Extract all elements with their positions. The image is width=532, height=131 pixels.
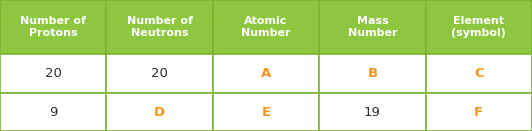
Text: Number of
Neutrons: Number of Neutrons [127, 16, 193, 38]
Text: Element
(symbol): Element (symbol) [451, 16, 506, 38]
Bar [213, 93, 319, 131]
Bar [319, 93, 426, 131]
Text: 20: 20 [45, 67, 62, 80]
Bar [319, 54, 426, 93]
Text: F: F [474, 105, 484, 119]
Bar [106, 93, 213, 131]
Text: A: A [261, 67, 271, 80]
Text: Atomic
Number: Atomic Number [241, 16, 291, 38]
Bar [426, 93, 532, 131]
Bar [213, 54, 319, 93]
Text: 20: 20 [151, 67, 168, 80]
Bar [106, 0, 213, 54]
Text: 19: 19 [364, 105, 381, 119]
Text: D: D [154, 105, 165, 119]
Bar [319, 0, 426, 54]
Bar [0, 54, 106, 93]
Text: 9: 9 [49, 105, 57, 119]
Text: Mass
Number: Mass Number [347, 16, 397, 38]
Bar [213, 0, 319, 54]
Bar [426, 0, 532, 54]
Bar [0, 93, 106, 131]
Bar [106, 54, 213, 93]
Bar [426, 54, 532, 93]
Text: E: E [261, 105, 271, 119]
Text: B: B [367, 67, 378, 80]
Bar [0, 0, 106, 54]
Text: C: C [474, 67, 484, 80]
Text: Number of
Protons: Number of Protons [20, 16, 86, 38]
